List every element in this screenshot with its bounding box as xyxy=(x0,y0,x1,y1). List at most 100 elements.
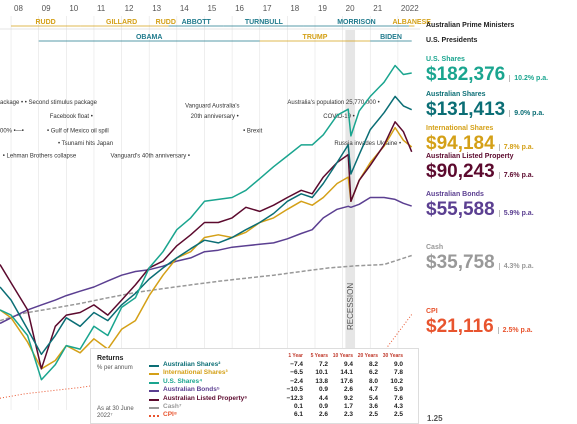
series-line-australian-listed-property xyxy=(0,121,413,370)
legend-item-name: Australian Listed Property xyxy=(426,153,514,160)
returns-cell: −2.4 xyxy=(290,377,303,385)
returns-row-swatch xyxy=(149,373,159,376)
series-line-u-s-shares xyxy=(0,64,412,381)
returns-cell: 5.4 xyxy=(368,394,378,402)
returns-cell: 13.8 xyxy=(315,377,328,385)
returns-cell: 0.9 xyxy=(318,403,328,410)
event-annotation: COVID-19 • xyxy=(323,114,354,120)
legend-value-text: $94,184 xyxy=(426,133,495,154)
pm-name: ABBOTT xyxy=(182,19,212,26)
legend-rate: 10.2% p.a. xyxy=(509,75,549,82)
returns-cell: 2.5 xyxy=(393,411,403,419)
legend-value-text: $21,116 xyxy=(426,316,494,337)
returns-cell: 0.1 xyxy=(293,403,303,410)
legend-rate: 4.3% p.a. xyxy=(498,263,534,270)
event-annotation: Facebook float • xyxy=(50,114,93,120)
returns-cell: 10.1 xyxy=(315,369,328,377)
event-annotation: 00% •—• xyxy=(0,129,24,135)
legend-item: U.S. Shares $182,376 10.2% p.a. xyxy=(426,55,576,90)
returns-row: Cash⁷ 0.1 0.9 1.7 3.6 4.3 xyxy=(147,403,415,411)
returns-cell: 1.7 xyxy=(343,403,353,410)
returns-row-swatch xyxy=(149,398,159,401)
legend-value-text: $182,376 xyxy=(426,64,506,85)
legend-rate: 5.9% p.a. xyxy=(498,210,534,217)
returns-table: Returns % per annum As at 30 June 2022⁷ … xyxy=(90,348,419,424)
returns-cell: 6.2 xyxy=(368,369,378,377)
pm-legend-header: Australian Prime Ministers xyxy=(426,22,515,29)
legend-item: Australian Listed Property $90,243 7.6% p.… xyxy=(426,152,576,187)
returns-row-name: International Shares³ xyxy=(163,369,228,377)
legend-item-name: U.S. Shares xyxy=(426,56,465,63)
legend-rate: 9.0% p.a. xyxy=(509,110,545,117)
returns-cell: −6.5 xyxy=(290,369,303,377)
returns-row: International Shares³ −6.5 10.1 14.1 6.2 7.8 xyxy=(147,369,415,377)
returns-cell: 6.1 xyxy=(293,411,303,419)
year-tick-label: 10 xyxy=(69,4,78,13)
legend-item-value: $182,376 10.2% p.a. xyxy=(426,64,576,90)
returns-title: Returns xyxy=(97,355,124,362)
pm-name: ALBANESE xyxy=(392,19,431,26)
returns-row-name: Australian Listed Property⁶ xyxy=(163,394,248,402)
year-tick-label: 19 xyxy=(318,4,327,13)
returns-row-name: Australian Shares² xyxy=(163,361,221,368)
returns-cell: 8.0 xyxy=(368,377,378,385)
returns-cell: 17.6 xyxy=(340,377,353,385)
returns-cell: 8.2 xyxy=(368,361,378,368)
returns-row-swatch xyxy=(149,365,159,367)
legend-item-value: $94,184 7.8% p.a. xyxy=(426,133,576,159)
president-name: TRUMP xyxy=(303,34,328,41)
event-annotation: ackage • • Second stimulus package xyxy=(0,100,98,106)
returns-cell: 4.3 xyxy=(393,403,403,410)
series-line-australian-shares xyxy=(0,95,413,356)
president-legend-header: U.S. Presidents xyxy=(426,37,478,44)
year-tick-label: 09 xyxy=(42,4,51,13)
legend-item-value: $35,758 4.3% p.a. xyxy=(426,252,576,278)
pm-name: RUDD xyxy=(156,19,176,26)
pm-name: GILLARD xyxy=(106,19,137,26)
returns-row-name: Cash⁷ xyxy=(163,403,182,410)
returns-cell: 2.6 xyxy=(318,411,328,419)
returns-cell: 9.2 xyxy=(343,394,353,402)
year-tick-label: 17 xyxy=(263,4,272,13)
legend-value-text: $55,588 xyxy=(426,199,495,220)
returns-row-swatch xyxy=(149,407,159,409)
returns-row: Australian Bonds⁵ −10.5 0.9 2.6 4.7 5.9 xyxy=(147,386,415,394)
legend-rate: 7.8% p.a. xyxy=(498,144,534,151)
recession-label: RECESSION xyxy=(346,283,355,330)
returns-cell: 2.5 xyxy=(368,411,378,419)
event-annotation: • Tsunami hits Japan xyxy=(58,141,113,147)
year-tick-label: 13 xyxy=(152,4,161,13)
event-annotation: 20th anniversary • xyxy=(191,114,239,120)
legend-item-name: Australian Bonds xyxy=(426,191,484,198)
legend-panel: Australian Prime Ministers U.S. Presiden… xyxy=(426,18,576,337)
returns-cell: 7.8 xyxy=(393,369,403,377)
recession-band xyxy=(345,30,356,410)
returns-cell: 10.2 xyxy=(390,377,403,385)
president-name: OBAMA xyxy=(136,34,162,41)
right-axis-label: 1.25 xyxy=(427,414,443,423)
returns-subtitle: % per annum xyxy=(97,365,133,371)
legend-item-value: $21,116 2.5% p.a. xyxy=(426,316,576,342)
legend-rate: 2.5% p.a. xyxy=(497,327,533,334)
year-tick-label: 20 xyxy=(346,4,355,13)
legend-item: Australian Shares $131,413 9.0% p.a. xyxy=(426,90,576,125)
event-annotation: • Lehman Brothers collapse xyxy=(3,154,77,160)
returns-cell: 4.4 xyxy=(318,394,328,402)
pm-name: MORRISON xyxy=(337,19,376,26)
legend-item-name: Cash xyxy=(426,244,444,251)
returns-row-name: Australian Bonds⁵ xyxy=(163,386,220,394)
returns-cell: 9.4 xyxy=(343,361,353,368)
returns-row-swatch xyxy=(149,415,159,418)
event-annotation: Vanguard Australia's xyxy=(185,103,239,109)
event-annotation: Australia's population 25,770,000 • xyxy=(287,100,379,106)
returns-as-at: As at 30 June 2022⁷ xyxy=(97,406,134,419)
year-tick-label: 08 xyxy=(14,4,23,13)
year-tick-label: 18 xyxy=(290,4,299,13)
returns-cell: 3.6 xyxy=(368,403,378,410)
year-tick-label: 16 xyxy=(235,4,244,13)
legend-value-text: $35,758 xyxy=(426,252,495,273)
legend-item-name: CPI xyxy=(426,308,438,315)
series-line-cash xyxy=(0,254,412,322)
year-tick-label: 12 xyxy=(125,4,134,13)
